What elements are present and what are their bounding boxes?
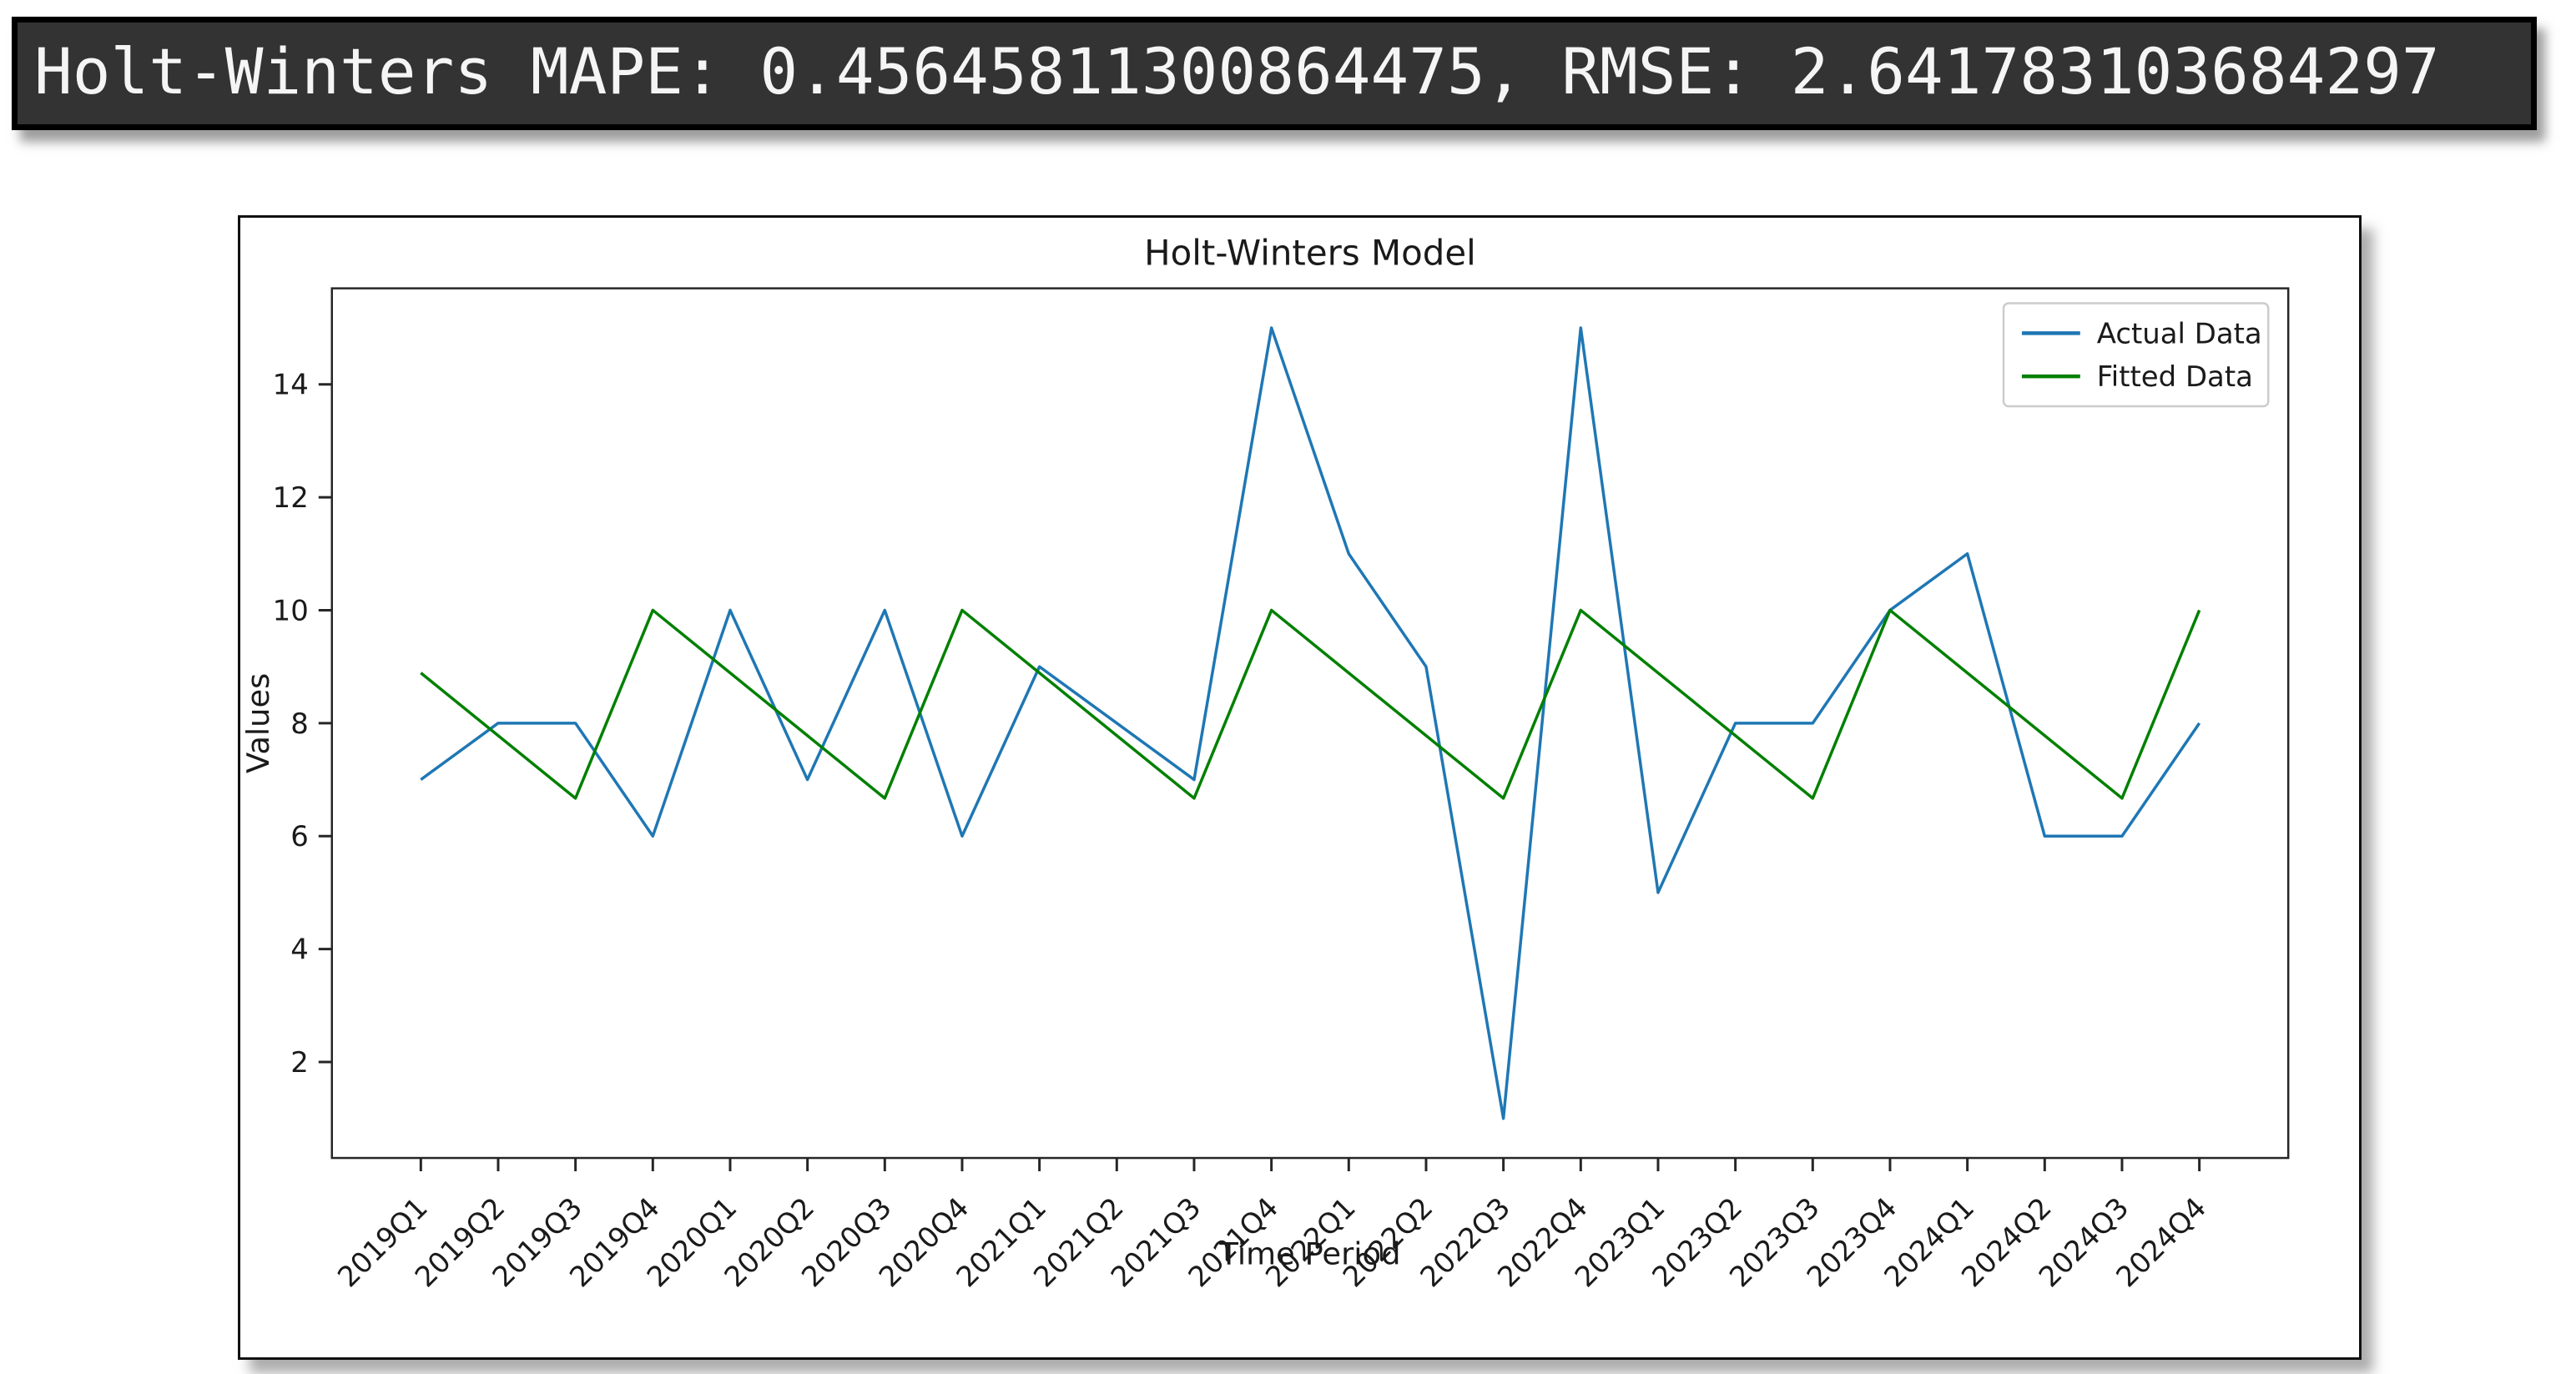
series-line-actual	[420, 326, 2201, 1120]
holt-winters-chart: 24681012142019Q12019Q22019Q32019Q42020Q1…	[240, 233, 2290, 1293]
y-tick-label: 8	[290, 707, 309, 740]
console-output: Holt-Winters MAPE: 0.45645811300864475, …	[12, 17, 2537, 130]
y-tick-label: 6	[290, 820, 309, 853]
y-tick-label: 10	[273, 594, 309, 627]
x-axis-label: Time Period	[1218, 1236, 1400, 1272]
y-tick-label: 12	[273, 481, 309, 514]
axes-box	[330, 287, 2290, 1160]
legend-box	[2002, 302, 2270, 408]
y-tick-label: 4	[290, 934, 309, 966]
series-line-fitted	[420, 608, 2201, 800]
y-tick-label: 2	[290, 1046, 309, 1079]
y-tick-label: 14	[273, 369, 309, 401]
legend-label: Fitted Data	[2097, 360, 2253, 393]
console-metrics-text: Holt-Winters MAPE: 0.45645811300864475, …	[34, 34, 2440, 108]
legend-label: Actual Data	[2097, 317, 2262, 350]
chart-title: Holt-Winters Model	[1144, 233, 1476, 274]
y-axis-label: Values	[240, 673, 276, 773]
chart-figure: 2 4 6 8 10 12 14 2019Q1 2019Q2 2019Q3 2019Q4 2020Q1…	[238, 215, 2362, 1360]
